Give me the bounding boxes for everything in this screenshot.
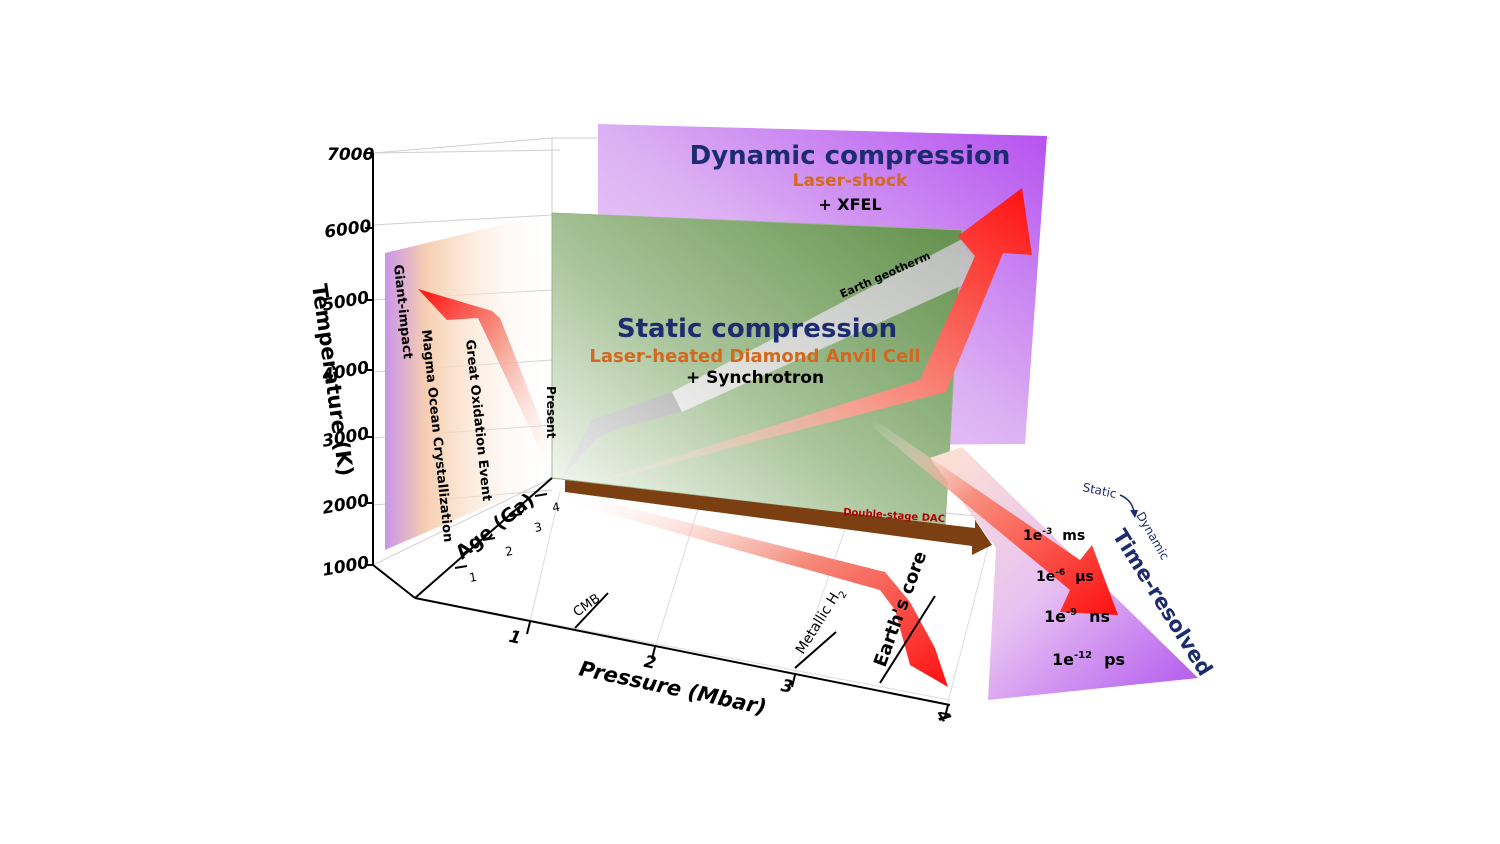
red-arrow-time-resolved [870, 420, 1118, 615]
time-row-us-base: 1e [1036, 569, 1055, 585]
temp-tick-1000: 1000 [321, 553, 371, 581]
age-event-present: Present [544, 386, 558, 439]
axes [372, 153, 951, 706]
time-row-us-unit: μs [1075, 569, 1094, 585]
temp-tick-2000: 2000 [321, 491, 371, 519]
pressure-axis-title: Pressure (Mbar) [577, 656, 769, 719]
double-stage-dac-arrow [565, 480, 992, 555]
age-tick-1: 1 [468, 570, 478, 585]
pressure-ticks [526, 621, 949, 718]
age-tick-2: 2 [504, 544, 514, 559]
metallic-h2-label: Metallic H2 [793, 585, 850, 660]
pressure-tick-2: 2 [642, 652, 658, 674]
pressure-tick-3: 3 [779, 676, 795, 698]
time-row-us-exp: -6 [1055, 568, 1065, 578]
red-arrow-geotherm [562, 188, 1032, 492]
time-row-ps: 1e-12 ps [1052, 650, 1125, 669]
time-row-ps-base: 1e [1052, 650, 1074, 669]
dynamic-title: Dynamic compression [690, 141, 1011, 171]
age-tick-4: 4 [551, 500, 561, 515]
red-arrow-earths-core [558, 490, 948, 687]
temp-tick-7000: 7000 [327, 145, 374, 165]
time-row-ms-exp: -3 [1042, 527, 1052, 537]
time-row-ns-unit: ns [1089, 607, 1110, 626]
age-tick-3: 3 [533, 520, 543, 535]
earth-geotherm-band [672, 240, 985, 412]
static-title: Static compression [617, 314, 897, 344]
pressure-tick-4: 4 [931, 705, 955, 726]
time-row-ms-unit: ms [1062, 528, 1085, 544]
pressure-tick-1: 1 [507, 627, 523, 649]
time-row-ms: 1e-3 ms [1023, 527, 1085, 544]
metallic-h2-sub: 2 [837, 589, 850, 600]
time-row-ns-base: 1e [1044, 607, 1066, 626]
age-ticks [454, 493, 548, 569]
time-row-ps-unit: ps [1104, 650, 1125, 669]
static-sub2: + Synchrotron [686, 368, 824, 388]
time-row-ns: 1e-9 ns [1044, 607, 1110, 626]
time-row-us: 1e-6 μs [1036, 568, 1094, 585]
time-row-ps-exp: -12 [1074, 650, 1092, 661]
dynamic-sub2: + XFEL [818, 195, 881, 214]
temperature-ticks [365, 152, 373, 566]
pressure-marker-lines [574, 592, 936, 684]
temp-tick-6000: 6000 [323, 216, 373, 242]
static-to-dynamic-arrow [1119, 494, 1135, 513]
red-arrow-giant-impact [418, 289, 560, 478]
dynamic-sub1: Laser-shock [793, 171, 908, 191]
static-label: Static [1081, 480, 1117, 501]
time-row-ms-base: 1e [1023, 528, 1042, 544]
time-row-ns-exp: -9 [1066, 607, 1077, 618]
static-to-dynamic-arrowhead [1130, 510, 1138, 518]
earth-geotherm-arrow [560, 392, 682, 480]
static-sub1: Laser-heated Diamond Anvil Cell [589, 346, 920, 367]
